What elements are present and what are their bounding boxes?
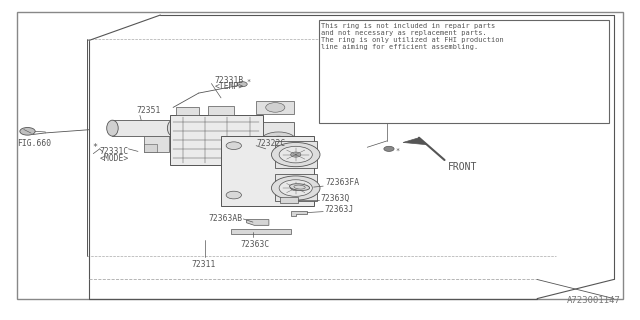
Circle shape xyxy=(20,127,35,135)
Bar xyxy=(230,229,291,234)
Bar xyxy=(275,174,317,201)
Text: 72331C: 72331C xyxy=(100,147,129,156)
Polygon shape xyxy=(246,220,269,225)
Text: 72363J: 72363J xyxy=(324,205,354,214)
Text: 72363FA: 72363FA xyxy=(325,179,359,188)
Text: 72322C: 72322C xyxy=(256,139,285,148)
Text: 72351: 72351 xyxy=(137,106,161,115)
Bar xyxy=(221,136,314,206)
Text: <TEMP>: <TEMP> xyxy=(214,82,244,91)
Bar xyxy=(319,20,609,123)
Text: <MODE>: <MODE> xyxy=(100,154,129,163)
Polygon shape xyxy=(403,138,427,145)
Text: 72363AB: 72363AB xyxy=(208,214,243,223)
Text: This ring is not included in repair parts
and not necessary as replacement parts: This ring is not included in repair part… xyxy=(321,23,504,50)
Text: 72363Q: 72363Q xyxy=(320,194,349,203)
Bar xyxy=(173,123,184,133)
Circle shape xyxy=(384,146,394,151)
Circle shape xyxy=(226,142,241,149)
Bar xyxy=(113,120,173,136)
Polygon shape xyxy=(291,211,307,216)
Text: 72311: 72311 xyxy=(191,260,216,269)
Text: FIG.660: FIG.660 xyxy=(17,139,51,148)
Circle shape xyxy=(260,132,296,150)
Ellipse shape xyxy=(289,184,310,190)
Bar xyxy=(275,141,317,168)
Circle shape xyxy=(237,82,247,87)
Bar xyxy=(145,136,169,152)
Text: *: * xyxy=(396,148,399,154)
Bar xyxy=(145,144,157,152)
Polygon shape xyxy=(280,197,298,203)
Bar xyxy=(256,101,294,114)
Circle shape xyxy=(266,103,285,112)
Circle shape xyxy=(291,186,301,191)
Text: A723001147: A723001147 xyxy=(566,296,620,305)
Bar xyxy=(176,108,198,116)
Circle shape xyxy=(279,146,312,163)
Text: 72363C: 72363C xyxy=(240,240,269,249)
Circle shape xyxy=(271,176,320,200)
Text: 72331B: 72331B xyxy=(214,76,244,84)
Text: FRONT: FRONT xyxy=(448,162,477,172)
Circle shape xyxy=(271,142,320,167)
Circle shape xyxy=(226,191,241,199)
Text: *: * xyxy=(246,79,251,85)
Ellipse shape xyxy=(168,120,179,136)
Circle shape xyxy=(291,152,301,157)
Bar xyxy=(170,116,262,165)
Text: *: * xyxy=(92,143,97,152)
Bar xyxy=(208,106,234,116)
Circle shape xyxy=(279,180,312,196)
Ellipse shape xyxy=(107,120,118,136)
Bar xyxy=(262,122,294,160)
